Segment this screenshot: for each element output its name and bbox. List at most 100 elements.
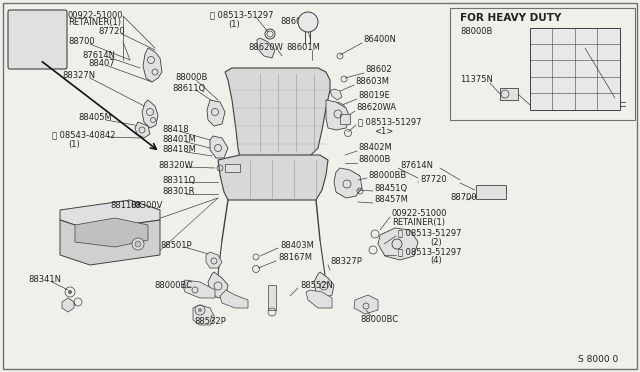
Text: 88403M: 88403M <box>280 241 314 250</box>
Text: 88402M: 88402M <box>358 144 392 153</box>
Text: 88405M: 88405M <box>78 113 112 122</box>
Text: 88501P: 88501P <box>160 241 191 250</box>
Polygon shape <box>210 136 228 158</box>
Bar <box>32 40 47 58</box>
Polygon shape <box>306 290 332 308</box>
Text: 00922-51000: 00922-51000 <box>68 10 124 19</box>
Text: 88000BC: 88000BC <box>360 315 398 324</box>
Text: RETAINER(1): RETAINER(1) <box>68 19 121 28</box>
Text: 88300V: 88300V <box>130 201 163 209</box>
Text: 88407: 88407 <box>88 60 115 68</box>
Text: 88327P: 88327P <box>330 257 362 266</box>
Text: 88000BB: 88000BB <box>368 170 406 180</box>
Text: 88700: 88700 <box>450 192 477 202</box>
Polygon shape <box>330 89 342 100</box>
Text: <1>: <1> <box>374 128 393 137</box>
Text: 11375N: 11375N <box>460 76 493 84</box>
Circle shape <box>198 308 202 312</box>
Text: 88620W: 88620W <box>248 44 283 52</box>
Circle shape <box>298 12 318 32</box>
Text: 88601M: 88601M <box>286 44 320 52</box>
Text: 88000B: 88000B <box>175 74 207 83</box>
Polygon shape <box>208 272 228 298</box>
Text: 88000BC: 88000BC <box>154 280 192 289</box>
FancyBboxPatch shape <box>8 10 67 69</box>
Polygon shape <box>225 68 330 158</box>
Text: 88552N: 88552N <box>300 280 333 289</box>
Text: 88327N: 88327N <box>62 71 95 80</box>
Bar <box>450 8 635 120</box>
Text: 88320W: 88320W <box>158 160 193 170</box>
Text: 86400N: 86400N <box>363 35 396 45</box>
Bar <box>500 88 518 100</box>
Text: 88341N: 88341N <box>28 276 61 285</box>
Bar <box>268 285 276 310</box>
Polygon shape <box>378 228 418 260</box>
Text: 88401M: 88401M <box>162 135 196 144</box>
Text: 87720: 87720 <box>98 28 125 36</box>
Polygon shape <box>335 102 345 115</box>
Polygon shape <box>75 218 148 247</box>
Circle shape <box>135 241 141 247</box>
Text: RETAINER(1): RETAINER(1) <box>392 218 445 228</box>
Bar <box>530 28 620 110</box>
Bar <box>48 17 60 35</box>
Text: 87614N: 87614N <box>82 51 115 60</box>
Text: 88611Q: 88611Q <box>172 83 205 93</box>
Bar <box>32 17 47 35</box>
Circle shape <box>68 290 72 294</box>
Polygon shape <box>218 155 328 200</box>
Polygon shape <box>354 295 378 314</box>
Text: 88700: 88700 <box>68 38 95 46</box>
Bar <box>48 40 60 58</box>
Text: 87720: 87720 <box>420 176 447 185</box>
Text: 88418M: 88418M <box>162 145 196 154</box>
Text: 88620WA: 88620WA <box>356 103 396 112</box>
Circle shape <box>132 238 144 250</box>
Bar <box>476 185 506 199</box>
Bar <box>340 114 350 124</box>
Text: 88451Q: 88451Q <box>374 183 407 192</box>
Polygon shape <box>314 272 334 298</box>
Text: (1): (1) <box>68 140 80 148</box>
Text: (2): (2) <box>430 237 442 247</box>
Text: 88167M: 88167M <box>278 253 312 263</box>
Bar <box>225 164 240 172</box>
Text: S 8000 0: S 8000 0 <box>578 356 618 365</box>
Polygon shape <box>207 100 225 126</box>
Text: 88418: 88418 <box>162 125 189 135</box>
Polygon shape <box>326 100 350 130</box>
Text: 88000B: 88000B <box>358 155 390 164</box>
Text: 88603M: 88603M <box>355 77 389 87</box>
Text: 88301R: 88301R <box>162 187 195 196</box>
Text: Ⓢ 08543-40842: Ⓢ 08543-40842 <box>52 131 115 140</box>
Text: (1): (1) <box>228 19 240 29</box>
Text: Ⓢ 08513-51297: Ⓢ 08513-51297 <box>210 10 273 19</box>
Polygon shape <box>183 280 215 298</box>
Text: 88019E: 88019E <box>358 92 390 100</box>
Text: 87614N: 87614N <box>400 160 433 170</box>
Bar <box>13 40 28 58</box>
Text: Ⓢ 08513-51297: Ⓢ 08513-51297 <box>398 247 461 257</box>
Text: 88600W: 88600W <box>280 17 315 26</box>
Polygon shape <box>206 252 222 268</box>
Text: 88602: 88602 <box>365 65 392 74</box>
Text: Ⓢ 08513-51297: Ⓢ 08513-51297 <box>398 228 461 237</box>
Text: FOR HEAVY DUTY: FOR HEAVY DUTY <box>460 13 561 23</box>
Text: 88532P: 88532P <box>194 317 226 327</box>
Text: 88311Q: 88311Q <box>162 176 195 185</box>
Polygon shape <box>257 38 275 58</box>
Polygon shape <box>142 100 158 128</box>
Polygon shape <box>60 220 160 265</box>
Text: 88457M: 88457M <box>374 196 408 205</box>
Polygon shape <box>334 168 362 198</box>
Text: 88000B: 88000B <box>460 28 492 36</box>
Text: 88110X: 88110X <box>110 201 142 209</box>
Polygon shape <box>143 48 162 82</box>
Polygon shape <box>193 305 215 325</box>
Bar <box>13 17 28 35</box>
Polygon shape <box>135 122 150 138</box>
Polygon shape <box>220 290 248 308</box>
Polygon shape <box>60 200 160 230</box>
Polygon shape <box>62 298 74 312</box>
